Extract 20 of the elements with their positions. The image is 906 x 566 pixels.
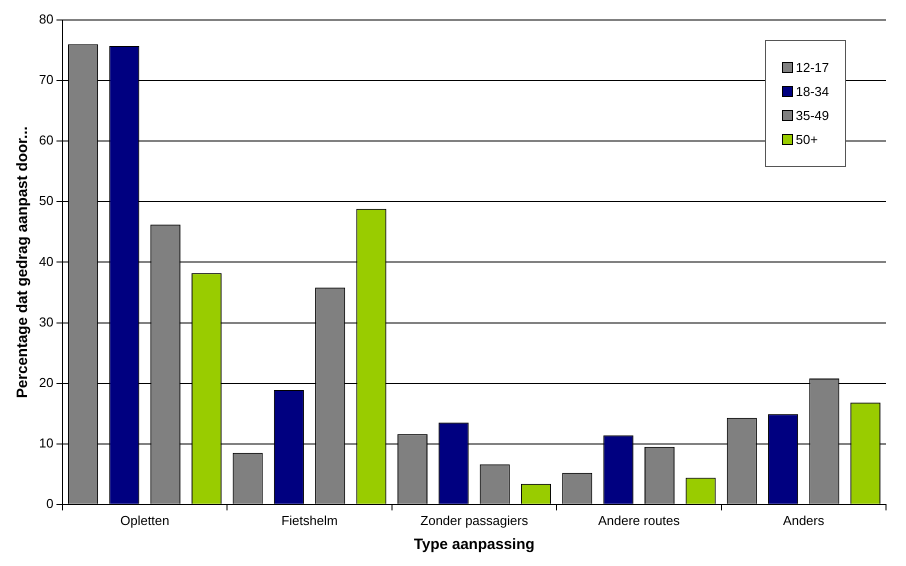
x-tick-label: Andere routes	[598, 512, 680, 528]
y-tick-label: 50	[38, 193, 54, 208]
legend-label: 18-34	[796, 84, 829, 99]
x-tick-label: Zonder passagiers	[420, 512, 529, 528]
y-axis-title: Percentage dat gedrag aanpast door...	[14, 126, 32, 398]
y-tick-label: 60	[38, 132, 54, 148]
x-tick-label: Fietshelm	[281, 512, 338, 528]
y-tick-label: 40	[38, 254, 54, 269]
x-tick-label: Anders	[783, 512, 825, 528]
x-axis-title: Type aanpassing	[414, 536, 535, 554]
y-tick-label: 10	[38, 435, 54, 450]
y-tick-label: 20	[38, 374, 54, 390]
legend-label: 35-49	[796, 108, 829, 123]
legend-label: 50+	[796, 132, 818, 147]
y-tick-label: 0	[46, 496, 54, 511]
y-tick-label: 70	[38, 72, 54, 88]
y-tick-label: 80	[38, 12, 54, 27]
y-tick-label: 30	[38, 314, 54, 330]
legend-label: 12-17	[796, 60, 829, 75]
x-tick-label: Opletten	[120, 512, 170, 528]
